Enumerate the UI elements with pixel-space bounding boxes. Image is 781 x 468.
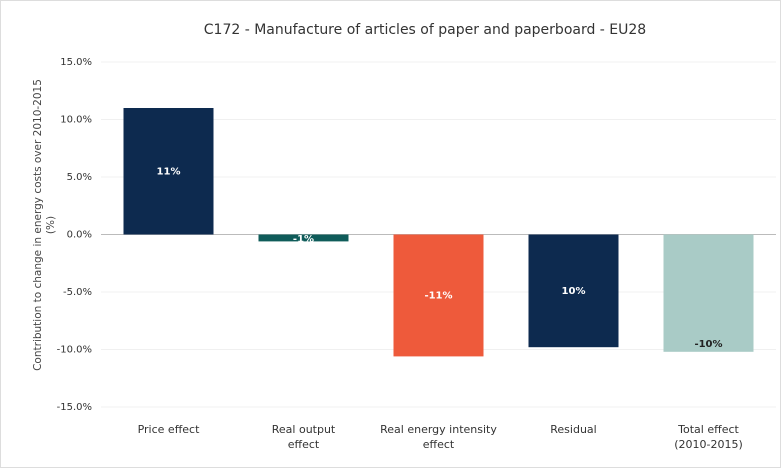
y-tick-label: 5.0% xyxy=(67,172,92,183)
data-label: 11% xyxy=(157,166,181,177)
bar xyxy=(123,108,214,235)
data-label: -10% xyxy=(694,339,722,350)
data-label: -11% xyxy=(424,290,452,301)
bar xyxy=(528,234,619,348)
x-tick-label: Price effect xyxy=(137,423,200,436)
y-tick-label: -5.0% xyxy=(63,287,92,298)
y-tick-label: -15.0% xyxy=(57,402,92,413)
bar xyxy=(258,234,349,242)
y-axis-label: Contribution to change in energy costs o… xyxy=(32,79,57,371)
x-tick-label: Real output effect xyxy=(271,423,336,451)
data-label: 10% xyxy=(562,286,586,297)
y-tick-label: 10.0% xyxy=(60,115,92,126)
bar xyxy=(663,234,754,352)
chart-title: C172 - Manufacture of articles of paper … xyxy=(204,22,646,38)
x-tick-label: Real energy intensity effect xyxy=(380,423,497,451)
bar xyxy=(393,234,484,357)
x-tick-label: Residual xyxy=(550,423,597,436)
x-tick-label: Total effect (2010-2015) xyxy=(674,423,743,451)
y-tick-label: 0.0% xyxy=(67,230,92,241)
y-tick-label: 15.0% xyxy=(60,57,92,68)
y-tick-label: -10.0% xyxy=(57,345,92,356)
data-label: -1% xyxy=(293,234,314,245)
